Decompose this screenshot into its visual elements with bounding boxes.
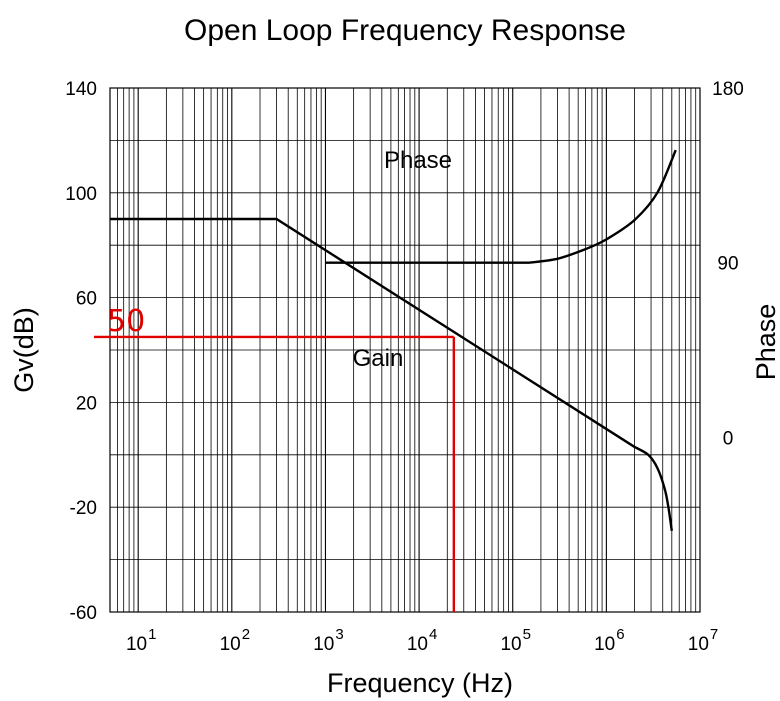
x-axis-ticks: 101 102 103 104 105 106 107 [126, 626, 718, 655]
phase-curve [325, 149, 677, 264]
y2-tick-label: 180 [712, 79, 744, 100]
x-tick-label: 106 [594, 626, 624, 655]
x-tick-label: 101 [126, 626, 156, 655]
x-tick-label: 107 [688, 626, 718, 655]
x-tick-label: 103 [313, 626, 343, 655]
y2-tick-label: 0 [723, 428, 734, 449]
x-tick-label: 102 [220, 626, 250, 655]
y-axis-ticks: 140 100 60 20 -20 -60 [65, 79, 97, 624]
y2-axis-ticks: 180 90 0 [712, 79, 744, 449]
marker-label: 50 [107, 304, 145, 339]
grid [110, 88, 700, 612]
y-tick-label: -60 [70, 603, 97, 624]
chart-title: Open Loop Frequency Response [184, 14, 626, 47]
x-tick-label: 104 [407, 626, 437, 655]
phase-curve-label: Phase [384, 147, 452, 174]
plot-frame [109, 87, 701, 613]
y-tick-label: 60 [76, 289, 97, 310]
y2-tick-label: 90 [717, 254, 738, 275]
y2-axis-title: Phase [751, 304, 780, 381]
x-axis-title: Frequency (Hz) [327, 668, 513, 698]
y-tick-label: 100 [65, 184, 97, 205]
y-tick-label: 20 [76, 393, 97, 414]
x-tick-label: 105 [500, 626, 530, 655]
gain-curve-label: Gain [353, 345, 404, 372]
y-tick-label: 140 [65, 79, 97, 100]
gain-curve [110, 217, 673, 531]
series: Gain Phase [110, 147, 677, 531]
marker-annotation: 50 [94, 304, 456, 612]
y-axis-title: Gv(dB) [9, 307, 39, 393]
y-tick-label: -20 [70, 498, 97, 519]
